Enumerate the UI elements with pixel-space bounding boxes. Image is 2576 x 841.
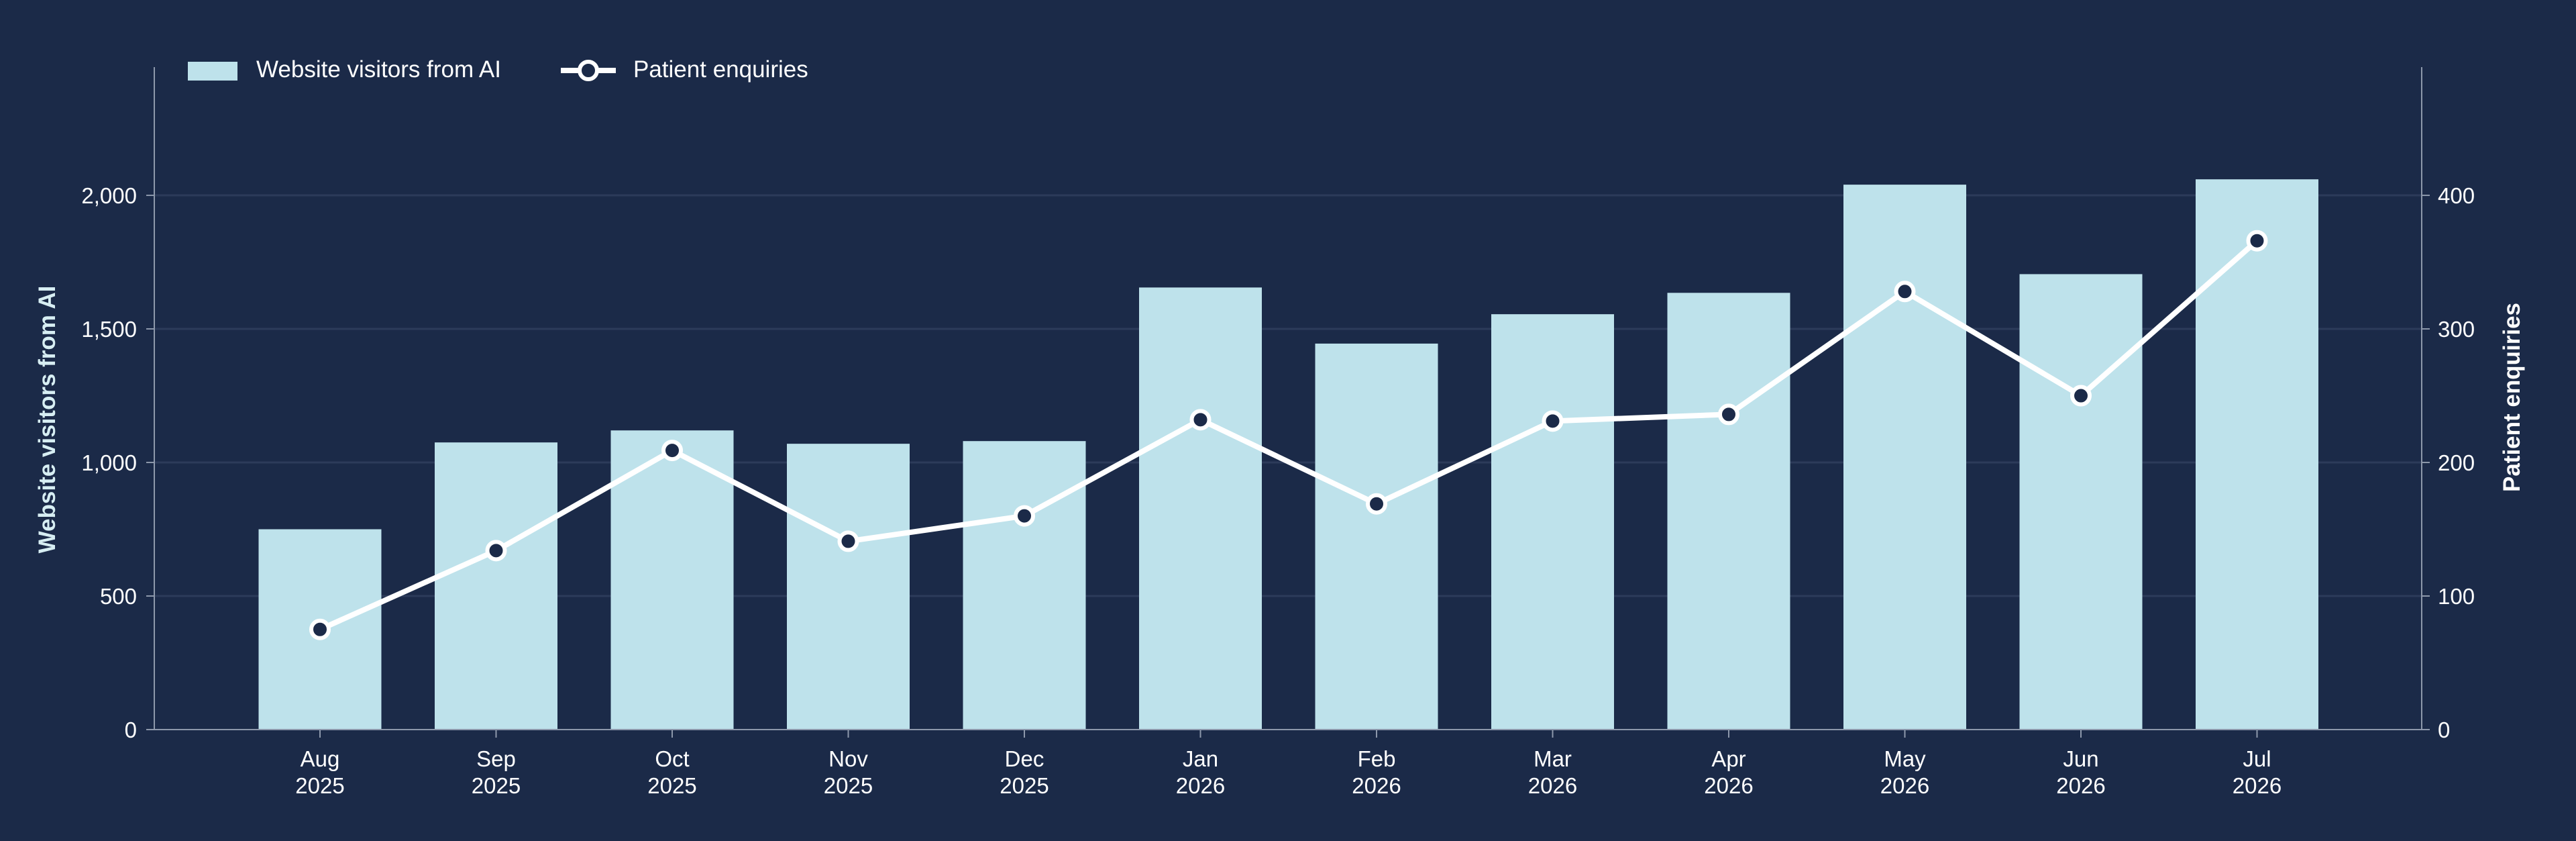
- enquiries-point: [1366, 493, 1387, 515]
- x-tick-label-line: Jan: [1183, 746, 1218, 771]
- x-tick-label-line: 2026: [1880, 773, 1929, 798]
- y-tick-label-right: 0: [2438, 718, 2450, 742]
- x-tick-label-line: 2026: [1704, 773, 1753, 798]
- enquiries-point: [1189, 409, 1212, 431]
- bar: [610, 430, 734, 730]
- bar: [435, 442, 557, 730]
- x-tick-label: Jan 2026: [1176, 746, 1225, 798]
- x-tick-label-line: 2026: [2056, 773, 2105, 798]
- x-tick-label-line: Jul: [2243, 746, 2271, 771]
- bar-series: [258, 179, 2318, 730]
- enquiries-point: [1718, 403, 1739, 426]
- x-tick-label-line: Oct: [655, 746, 689, 771]
- legend-swatch-enquiries-marker: [578, 60, 599, 81]
- x-tick-label-line: Apr: [1711, 746, 1746, 771]
- x-tick-label-line: 2025: [824, 773, 873, 798]
- y-tick-label-left: 2,000: [81, 183, 137, 208]
- x-tick-label: May 2026: [1880, 746, 1929, 798]
- y-tick-label-right: 400: [2438, 183, 2475, 208]
- enquiries-point: [1014, 505, 1035, 527]
- enquiries-point: [2246, 230, 2268, 252]
- x-tick-label-line: Dec: [1005, 746, 1044, 771]
- y-tick-label-right: 100: [2438, 584, 2475, 609]
- y-tick-label-left: 0: [125, 718, 137, 742]
- enquiries-point: [661, 440, 683, 462]
- x-tick-label-line: 2026: [1176, 773, 1225, 798]
- bar: [963, 441, 1086, 730]
- legend-label-visitors: Website visitors from AI: [256, 56, 501, 83]
- enquiries-point: [1542, 410, 1564, 432]
- enquiries-point: [2070, 385, 2092, 407]
- line-series: [309, 230, 2268, 640]
- bar: [2019, 274, 2143, 730]
- bar: [787, 444, 910, 730]
- x-tick-label-line: 2025: [472, 773, 521, 798]
- x-tick-label: Jun 2026: [2056, 746, 2105, 798]
- y-tick-label-right: 300: [2438, 317, 2475, 342]
- x-tick-label: Aug 2025: [295, 746, 344, 798]
- enquiries-point: [485, 540, 507, 562]
- x-tick-label-line: Nov: [828, 746, 868, 771]
- x-tick-label-line: Jun: [2063, 746, 2098, 771]
- x-tick-label-line: Aug: [301, 746, 340, 771]
- x-tick-label-line: Feb: [1358, 746, 1396, 771]
- legend: Website visitors from AI Patient enquiri…: [188, 56, 808, 83]
- enquiries-line: [319, 238, 2259, 632]
- enquiries-point: [309, 618, 331, 640]
- x-tick-label: Sep 2025: [472, 746, 521, 798]
- x-tick-label: Jul 2026: [2233, 746, 2282, 798]
- y-tick-label-left: 500: [100, 584, 137, 609]
- x-tick-label-line: May: [1884, 746, 1926, 771]
- x-tick-label: Feb 2026: [1352, 746, 1401, 798]
- x-tick-label-line: 2026: [1528, 773, 1577, 798]
- x-tick-label: Dec 2025: [1000, 746, 1049, 798]
- x-tick-label: Oct 2025: [647, 746, 696, 798]
- y-axis-title-left: Website visitors from AI: [34, 286, 60, 554]
- legend-swatch-visitors: [188, 62, 237, 81]
- x-tick-label: Apr 2026: [1704, 746, 1753, 798]
- x-tick-label-line: 2025: [647, 773, 696, 798]
- x-tick-label: Mar 2026: [1528, 746, 1577, 798]
- enquiries-point: [1894, 281, 1916, 303]
- legend-label-enquiries: Patient enquiries: [633, 56, 808, 83]
- x-tick-label-line: 2026: [2233, 773, 2282, 798]
- axes: [146, 67, 2430, 738]
- y-tick-label-left: 1,500: [81, 317, 137, 342]
- bar: [1315, 343, 1438, 730]
- y-axis-title-right: Patient enquiries: [2499, 303, 2525, 492]
- bar: [1491, 314, 1614, 730]
- y-tick-label-left: 1,000: [81, 450, 137, 475]
- x-tick-label-line: 2025: [1000, 773, 1049, 798]
- bar: [1139, 287, 1262, 730]
- x-tick-label: Nov 2025: [824, 746, 873, 798]
- bar: [2196, 179, 2318, 730]
- bar: [1667, 293, 1790, 730]
- x-tick-label-line: 2025: [295, 773, 344, 798]
- x-tick-label-line: 2026: [1352, 773, 1401, 798]
- bar: [1843, 185, 1966, 730]
- enquiries-point: [837, 530, 859, 552]
- y-tick-label-right: 200: [2438, 450, 2475, 475]
- x-tick-label-line: Sep: [476, 746, 516, 771]
- x-tick-label-line: Mar: [1534, 746, 1572, 771]
